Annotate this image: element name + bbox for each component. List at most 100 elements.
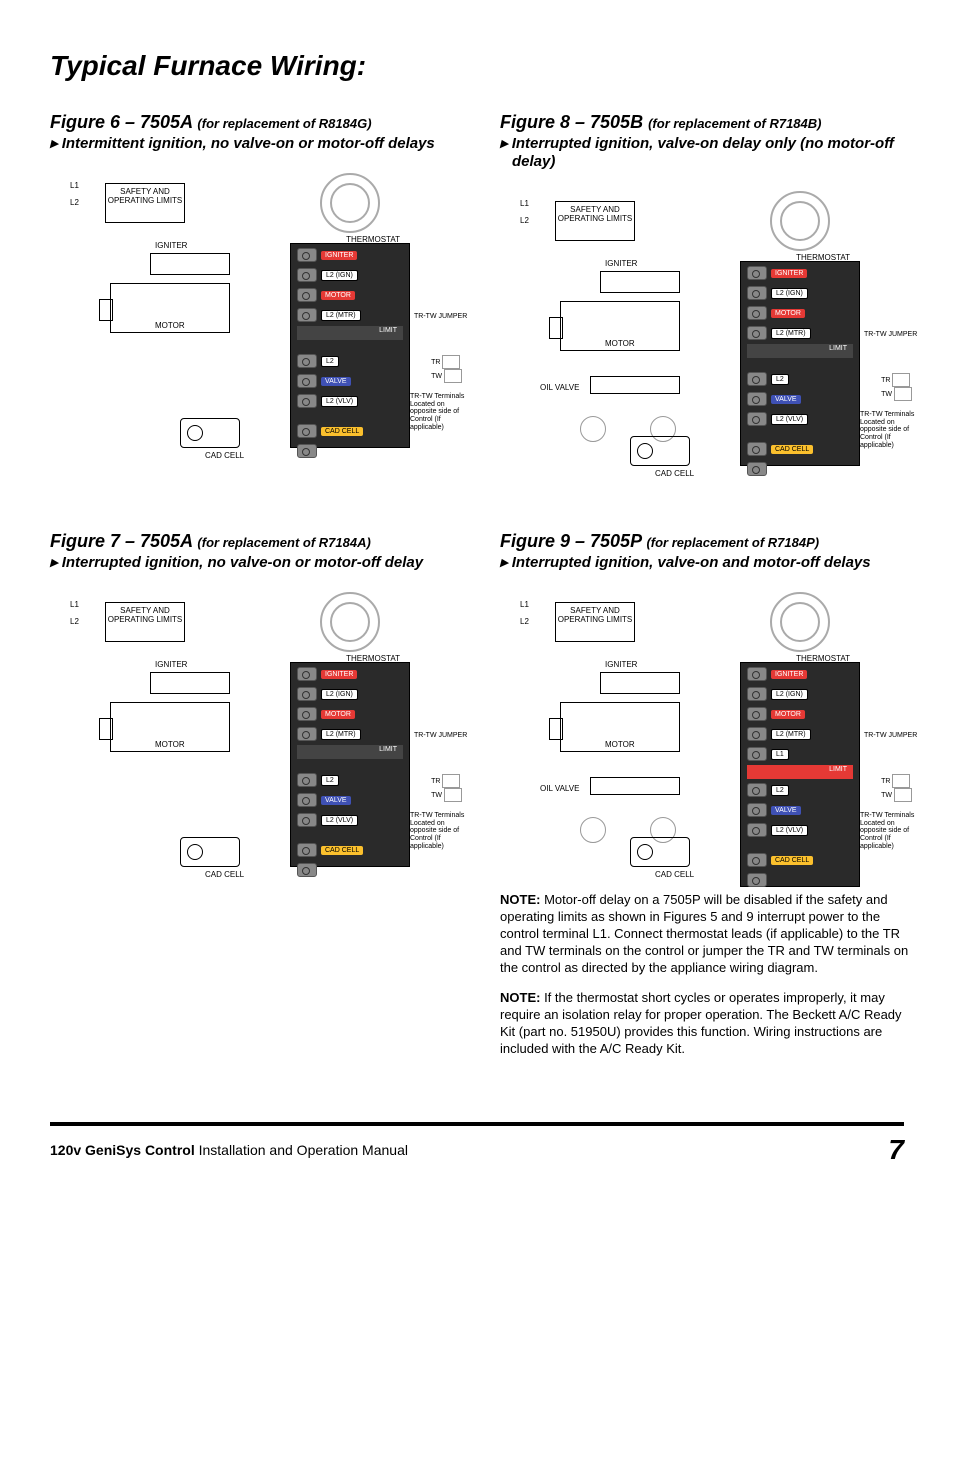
igniter-box bbox=[150, 253, 230, 275]
limit-bar: LIMIT bbox=[297, 326, 403, 340]
control-box: IGNITER L2 (IGN) MOTOR L2 (MTR) LIMIT L2… bbox=[290, 243, 410, 448]
fig8-diagram: L1 L2 SAFETY AND OPERATING LIMITS THERMO… bbox=[500, 181, 920, 481]
igniter-label: IGNITER bbox=[155, 660, 187, 669]
trtw-jumper: TR-TW JUMPER bbox=[414, 313, 472, 321]
l1-label: L1 bbox=[70, 181, 79, 190]
tw-label: TW bbox=[431, 792, 442, 799]
limits-box: SAFETY AND OPERATING LIMITS bbox=[105, 183, 185, 223]
term-l1: L1 bbox=[771, 749, 789, 760]
tr-label: TR bbox=[881, 778, 890, 785]
control-box: IGNITER L2 (IGN) MOTOR L2 (MTR) LIMIT L2… bbox=[290, 662, 410, 867]
igniter-label: IGNITER bbox=[605, 660, 637, 669]
fig6-title: Figure 6 – 7505A (for replacement of R81… bbox=[50, 112, 470, 133]
term-valve: VALVE bbox=[771, 395, 801, 404]
footer-rest: Installation and Operation Manual bbox=[195, 1142, 408, 1158]
term-l2ign: L2 (IGN) bbox=[771, 689, 808, 700]
cadcell-label: CAD CELL bbox=[655, 870, 694, 879]
term-l2mtr: L2 (MTR) bbox=[321, 729, 361, 740]
term-l2mtr: L2 (MTR) bbox=[771, 328, 811, 339]
term-cad: CAD CELL bbox=[771, 445, 813, 454]
l1-label: L1 bbox=[520, 199, 529, 208]
oilvalve-sym bbox=[590, 376, 680, 394]
fig7-sub: (for replacement of R7184A) bbox=[197, 535, 370, 550]
cadcell-label: CAD CELL bbox=[205, 870, 244, 879]
limit-bar: LIMIT bbox=[747, 344, 853, 358]
note-2: NOTE: If the thermostat short cycles or … bbox=[500, 990, 920, 1058]
motor-label: MOTOR bbox=[155, 321, 185, 330]
l1l2-labels: L1 L2 bbox=[520, 600, 529, 634]
thermostat bbox=[770, 592, 830, 652]
l2-label: L2 bbox=[520, 216, 529, 225]
fig8-title: Figure 8 – 7505B (for replacement of R71… bbox=[500, 112, 920, 133]
trtw-terminals: TR TW bbox=[881, 774, 912, 802]
limit-bar: LIMIT bbox=[747, 765, 853, 779]
trtw-text: TR-TW Terminals Located on opposite side… bbox=[410, 393, 472, 431]
note-1-text: Motor-off delay on a 7505P will be disab… bbox=[500, 892, 908, 975]
side-labels: TR-TW JUMPER bbox=[414, 732, 472, 770]
limits-box: SAFETY AND OPERATING LIMITS bbox=[105, 602, 185, 642]
figure-9: Figure 9 – 7505P (for replacement of R71… bbox=[500, 531, 920, 1072]
thermostat bbox=[320, 592, 380, 652]
figure-7: Figure 7 – 7505A (for replacement of R71… bbox=[50, 531, 470, 1072]
trtw-text: TR-TW Terminals Located on opposite side… bbox=[860, 411, 922, 449]
tw-label: TW bbox=[881, 792, 892, 799]
control-box: IGNITER L2 (IGN) MOTOR L2 (MTR) L1 LIMIT… bbox=[740, 662, 860, 887]
tr-label: TR bbox=[881, 377, 890, 384]
footer-left: 120v GeniSys Control Installation and Op… bbox=[50, 1142, 408, 1158]
footer-page-number: 7 bbox=[888, 1134, 904, 1166]
note-1-label: NOTE: bbox=[500, 892, 540, 907]
trtw-text: TR-TW Terminals Located on opposite side… bbox=[410, 812, 472, 850]
notes: NOTE: Motor-off delay on a 7505P will be… bbox=[500, 892, 920, 1058]
term-motor: MOTOR bbox=[771, 710, 805, 719]
igniter-label: IGNITER bbox=[605, 259, 637, 268]
l1l2-labels: L1 L2 bbox=[520, 199, 529, 233]
tr-label: TR bbox=[431, 778, 440, 785]
fig8-title-text: Figure 8 – 7505B bbox=[500, 112, 643, 132]
control-box: IGNITER L2 (IGN) MOTOR L2 (MTR) LIMIT L2… bbox=[740, 261, 860, 466]
igniter-box bbox=[600, 672, 680, 694]
note-2-text: If the thermostat short cycles or operat… bbox=[500, 990, 902, 1056]
thermostat bbox=[770, 191, 830, 251]
l2-label: L2 bbox=[70, 617, 79, 626]
fig7-diagram: L1 L2 SAFETY AND OPERATING LIMITS THERMO… bbox=[50, 582, 470, 882]
fig9-title: Figure 9 – 7505P (for replacement of R71… bbox=[500, 531, 920, 552]
trtw-jumper: TR-TW JUMPER bbox=[864, 732, 922, 740]
fig8-desc: Interrupted ignition, valve-on delay onl… bbox=[500, 135, 920, 171]
term-l2: L2 bbox=[321, 356, 339, 367]
trtw-jumper: TR-TW JUMPER bbox=[864, 331, 922, 339]
term-motor: MOTOR bbox=[771, 309, 805, 318]
term-valve: VALVE bbox=[321, 377, 351, 386]
note-2-label: NOTE: bbox=[500, 990, 540, 1005]
term-l2ign: L2 (IGN) bbox=[321, 689, 358, 700]
trtw-jumper: TR-TW JUMPER bbox=[414, 732, 472, 740]
term-l2ign: L2 (IGN) bbox=[321, 270, 358, 281]
term-motor: MOTOR bbox=[321, 291, 355, 300]
term-l2vlv: L2 (VLV) bbox=[321, 815, 358, 826]
term-valve: VALVE bbox=[321, 796, 351, 805]
l1l2-labels: L1 L2 bbox=[70, 181, 79, 215]
term-igniter: IGNITER bbox=[771, 269, 807, 278]
fig7-title: Figure 7 – 7505A (for replacement of R71… bbox=[50, 531, 470, 552]
term-cad: CAD CELL bbox=[321, 846, 363, 855]
fig6-diagram: L1 L2 SAFETY AND OPERATING LIMITS THERMO… bbox=[50, 163, 470, 463]
igniter-box bbox=[150, 672, 230, 694]
limits-box: SAFETY AND OPERATING LIMITS bbox=[555, 201, 635, 241]
fig8-sub: (for replacement of R7184B) bbox=[648, 116, 821, 131]
term-cad: CAD CELL bbox=[321, 427, 363, 436]
term-l2mtr: L2 (MTR) bbox=[771, 729, 811, 740]
oilvalve-sym bbox=[590, 777, 680, 795]
term-l2vlv: L2 (VLV) bbox=[771, 414, 808, 425]
fig9-diagram: L1 L2 SAFETY AND OPERATING LIMITS THERMO… bbox=[500, 582, 920, 882]
igniter-label: IGNITER bbox=[155, 241, 187, 250]
term-l2vlv: L2 (VLV) bbox=[771, 825, 808, 836]
side-labels: TR-TW JUMPER bbox=[414, 313, 472, 351]
trtw-text: TR-TW Terminals Located on opposite side… bbox=[860, 812, 922, 850]
term-l2ign: L2 (IGN) bbox=[771, 288, 808, 299]
figure-8: Figure 8 – 7505B (for replacement of R71… bbox=[500, 112, 920, 481]
term-motor: MOTOR bbox=[321, 710, 355, 719]
igniter-box bbox=[600, 271, 680, 293]
term-igniter: IGNITER bbox=[771, 670, 807, 679]
limits-box: SAFETY AND OPERATING LIMITS bbox=[555, 602, 635, 642]
fig7-desc: Interrupted ignition, no valve-on or mot… bbox=[50, 554, 470, 572]
term-l2vlv: L2 (VLV) bbox=[321, 396, 358, 407]
